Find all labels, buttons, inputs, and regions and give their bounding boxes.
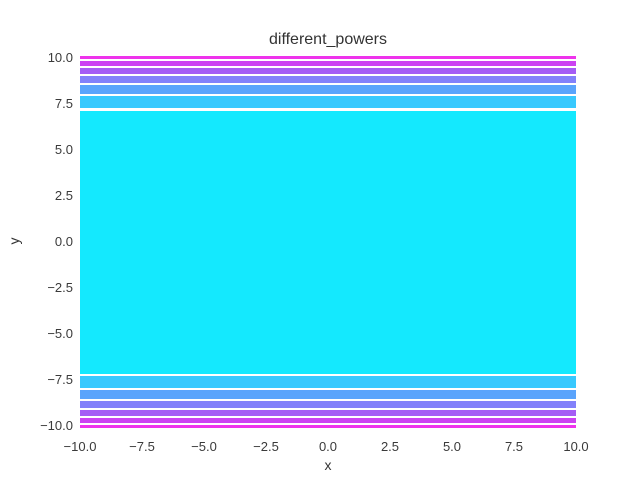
x-tick-label: 7.5 [504, 439, 524, 454]
x-tick-label: −2.5 [253, 439, 279, 454]
x-tick-label: 10.0 [563, 439, 589, 454]
x-tick-label: 0.0 [318, 439, 338, 454]
chart-title: different_powers [269, 31, 387, 48]
color-band [80, 410, 576, 417]
y-tick-label: −2.5 [47, 280, 73, 295]
y-tick-label: 2.5 [54, 188, 73, 203]
x-tick-label: 2.5 [380, 439, 400, 454]
color-band [80, 375, 576, 388]
plot-area [80, 56, 576, 428]
x-axis-label: x [324, 457, 332, 473]
y-tick-label: 0.0 [54, 234, 73, 249]
color-band [80, 85, 576, 95]
y-tick-label: 7.5 [54, 96, 73, 111]
color-band [80, 56, 576, 59]
y-tick-label: 10.0 [47, 50, 73, 65]
x-tick-label: −10.0 [63, 439, 97, 454]
x-tick-label: −5.0 [191, 439, 217, 454]
y-tick-label: −10.0 [40, 418, 73, 433]
color-band [80, 61, 576, 66]
x-tick-label: 5.0 [442, 439, 462, 454]
y-tick-label: −5.0 [47, 326, 73, 341]
color-band [80, 425, 576, 428]
color-band [80, 389, 576, 399]
color-band [80, 418, 576, 424]
y-tick-label: 5.0 [54, 142, 73, 157]
color-band [80, 401, 576, 408]
color-band [80, 95, 576, 108]
x-tick-label: −7.5 [129, 439, 155, 454]
y-tick-label: −7.5 [47, 372, 73, 387]
color-band [80, 76, 576, 84]
color-band [80, 68, 576, 75]
color-band [80, 111, 576, 374]
